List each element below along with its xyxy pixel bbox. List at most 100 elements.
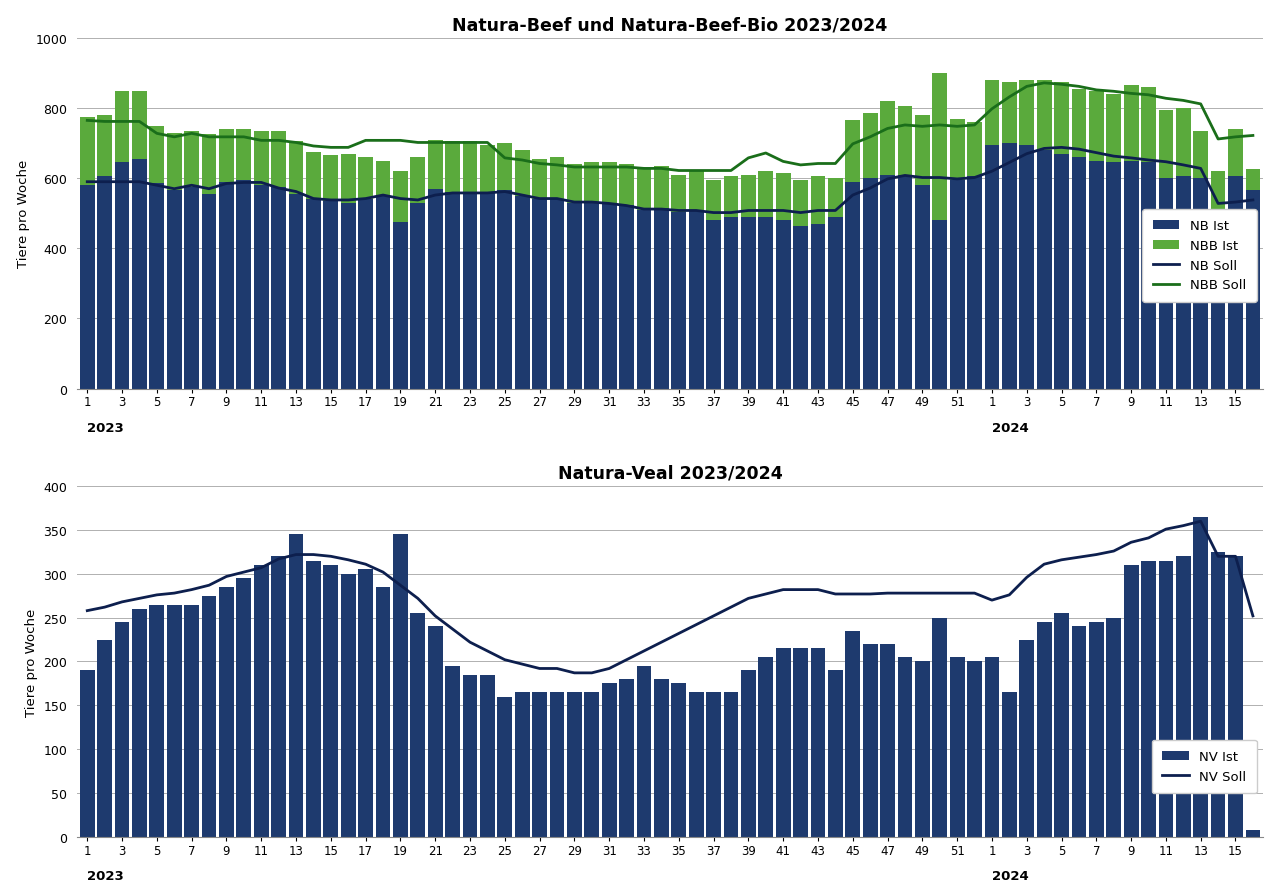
Bar (1019, 81, 1034, 146)
Bar (411, 158, 425, 204)
Bar (1158, 561, 1174, 837)
Bar (549, 158, 564, 200)
Bar (828, 217, 842, 389)
Bar (532, 200, 547, 389)
Bar (1106, 95, 1121, 164)
Bar (1002, 692, 1016, 837)
Bar (810, 649, 826, 837)
Bar (654, 167, 668, 209)
Bar (340, 204, 356, 389)
Bar (115, 622, 129, 837)
Bar (271, 188, 285, 389)
Bar (480, 193, 495, 389)
Bar (1124, 162, 1138, 389)
Bar (672, 212, 686, 389)
Bar (1089, 162, 1103, 389)
Bar (758, 217, 773, 389)
Bar (97, 177, 113, 389)
Bar (288, 142, 303, 195)
Bar (984, 146, 1000, 389)
Bar (636, 210, 652, 389)
Bar (707, 181, 721, 221)
Bar (184, 605, 198, 837)
Bar (549, 200, 564, 389)
Text: 2024: 2024 (992, 421, 1029, 434)
Bar (498, 144, 512, 191)
Bar (723, 177, 739, 217)
Bar (897, 107, 913, 175)
Bar (689, 692, 704, 837)
Bar (358, 569, 372, 837)
Bar (1124, 86, 1138, 162)
Bar (915, 116, 929, 186)
Bar (1176, 177, 1190, 389)
Bar (1211, 552, 1225, 837)
Bar (115, 91, 129, 164)
Bar (723, 692, 739, 837)
Bar (1037, 622, 1051, 837)
Bar (166, 605, 182, 837)
Bar (741, 670, 755, 837)
Bar (620, 206, 634, 389)
Bar (393, 223, 408, 389)
Bar (968, 662, 982, 837)
Bar (567, 204, 582, 389)
Bar (602, 684, 617, 837)
Bar (79, 118, 95, 186)
Bar (602, 204, 617, 389)
Bar (237, 578, 251, 837)
Bar (707, 221, 721, 389)
Bar (428, 140, 443, 190)
Bar (828, 670, 842, 837)
Bar (707, 692, 721, 837)
Bar (863, 114, 878, 179)
Bar (1071, 89, 1087, 158)
Bar (950, 657, 965, 837)
Bar (897, 657, 913, 837)
Bar (689, 210, 704, 389)
Bar (515, 151, 530, 197)
Bar (340, 155, 356, 204)
Bar (462, 675, 477, 837)
Bar (585, 692, 599, 837)
Bar (1193, 518, 1208, 837)
Bar (1140, 561, 1156, 837)
Bar (1071, 158, 1087, 389)
Bar (1002, 83, 1016, 144)
Bar (271, 557, 285, 837)
Bar (358, 200, 372, 389)
Bar (340, 574, 356, 837)
Bar (654, 679, 668, 837)
Bar (1124, 565, 1138, 837)
Bar (932, 221, 947, 389)
Bar (932, 74, 947, 221)
Bar (984, 657, 1000, 837)
Bar (253, 565, 269, 837)
Bar (585, 164, 599, 204)
Bar (393, 172, 408, 223)
Bar (585, 204, 599, 389)
Bar (532, 160, 547, 200)
Bar (794, 649, 808, 837)
Bar (672, 175, 686, 212)
Bar (306, 200, 321, 389)
Bar (202, 195, 216, 389)
Bar (915, 186, 929, 389)
Y-axis label: Tiere pro Woche: Tiere pro Woche (17, 160, 29, 268)
Bar (288, 535, 303, 837)
Bar (202, 135, 216, 195)
Bar (549, 692, 564, 837)
Bar (1193, 131, 1208, 179)
Bar (1228, 130, 1243, 177)
Bar (445, 193, 460, 389)
Text: 2023: 2023 (87, 421, 124, 434)
Bar (150, 126, 164, 184)
Bar (271, 131, 285, 188)
Bar (498, 191, 512, 389)
Bar (828, 179, 842, 217)
Bar (219, 130, 234, 182)
Bar (393, 535, 408, 837)
Bar (184, 131, 198, 188)
Bar (219, 587, 234, 837)
Bar (1140, 88, 1156, 164)
